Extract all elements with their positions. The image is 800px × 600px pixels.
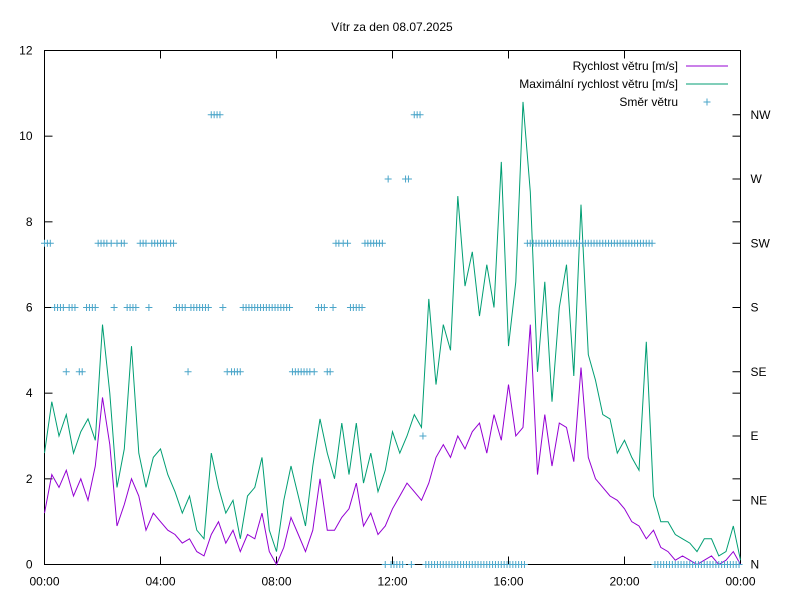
wind-direction-point (71, 304, 79, 311)
wind-direction-point (120, 239, 128, 247)
wind-direction-point (110, 304, 118, 311)
y-tick-label: 8 (26, 215, 33, 229)
y2-tick-label: NE (751, 493, 768, 507)
wind-direction-point (91, 304, 99, 311)
wind-direction-point (520, 561, 528, 568)
wind-direction-point (132, 304, 140, 311)
wind-direction-point (404, 175, 412, 183)
wind-direction-point (310, 368, 318, 376)
x-tick-label: 04:00 (145, 575, 175, 589)
max-wind-speed-line (44, 101, 741, 561)
x-tick-label: 00:00 (29, 575, 59, 589)
y2-tick-label: N (751, 558, 760, 572)
wind-direction-point (407, 561, 415, 568)
wind-direction-point (78, 368, 86, 376)
x-tick-label: 16:00 (493, 575, 523, 589)
wind-direction-point (236, 368, 244, 376)
wind-direction-point (329, 304, 337, 311)
y2-tick-label: SE (751, 365, 767, 379)
wind-direction-point (46, 239, 54, 247)
y-tick-label: 0 (26, 558, 33, 572)
y-tick-label: 2 (26, 472, 33, 486)
axes: 0 2 4 6 8 10 12 00:00 04:00 08:00 12:00 16:00 20:00 0… (19, 44, 771, 589)
x-tick-label: 08:00 (261, 575, 291, 589)
y2-tick-label: NW (751, 108, 772, 122)
y2-tick-label: E (751, 429, 759, 443)
legend-wind-direction-swatch (703, 98, 711, 106)
wind-direction-point (384, 175, 392, 183)
wind-direction-point (216, 111, 224, 119)
wind-direction-point (219, 304, 227, 311)
wind-direction-point (416, 111, 424, 119)
wind-direction-point (419, 432, 427, 440)
wind-direction-point (648, 239, 656, 247)
series-layer (41, 101, 743, 568)
wind-direction-point (344, 239, 352, 247)
x-tick-label: 12:00 (377, 575, 407, 589)
y2-tick-label: SW (751, 236, 771, 250)
wind-direction-point (326, 368, 334, 376)
legend: Rychlost větru [m/s] Maximální rychlost v… (519, 59, 728, 109)
y2-tick-label: S (751, 301, 759, 315)
wind-direction-point (184, 368, 192, 376)
wind-direction-point (204, 304, 212, 311)
legend-wind-speed-label: Rychlost větru [m/s] (573, 59, 678, 73)
wind-direction-point (170, 239, 178, 247)
wind-direction-point (320, 304, 328, 311)
y-tick-label: 4 (26, 386, 33, 400)
wind-direction-point (735, 561, 743, 568)
legend-max-wind-speed-label: Maximální rychlost větru [m/s] (519, 77, 678, 91)
y-tick-label: 6 (26, 301, 33, 315)
legend-wind-direction-label: Směr větru (619, 95, 678, 109)
chart-title: Vítr za den 08.07.2025 (331, 20, 453, 34)
wind-direction-point (62, 368, 70, 376)
wind-direction-point (399, 561, 407, 568)
wind-direction-point (358, 304, 366, 311)
y2-tick-label: W (751, 172, 763, 186)
wind-direction-point (145, 304, 153, 311)
y-tick-label: 12 (19, 44, 33, 58)
wind-direction-point (286, 304, 294, 311)
x-tick-label: 00:00 (725, 575, 755, 589)
y-tick-label: 10 (19, 129, 33, 143)
wind-direction-point (378, 239, 386, 247)
wind-speed-line (44, 324, 741, 566)
x-tick-label: 20:00 (609, 575, 639, 589)
